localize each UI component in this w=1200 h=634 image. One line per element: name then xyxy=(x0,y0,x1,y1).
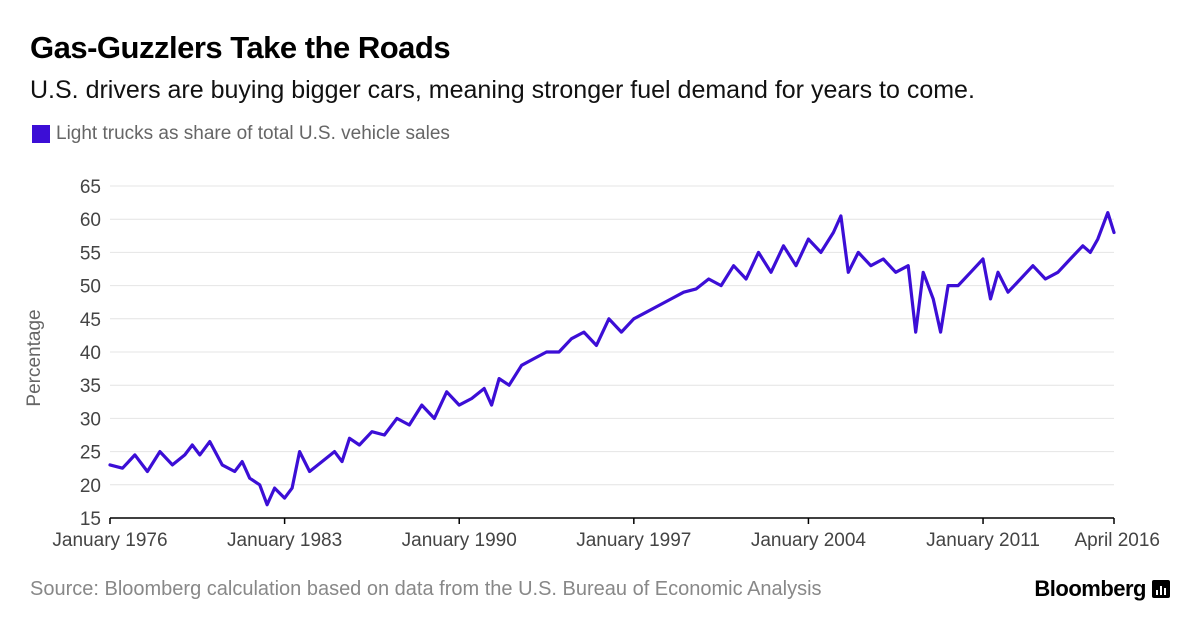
y-axis: 15 20 25 30 35 40 45 50 55 60 65 xyxy=(80,177,101,530)
series-layer xyxy=(108,211,1116,507)
legend-label: Light trucks as share of total U.S. vehi… xyxy=(56,123,450,144)
y-axis-label: Percentage xyxy=(24,309,45,406)
y-tick-label: 35 xyxy=(80,376,101,397)
y-tick-label: 15 xyxy=(80,509,101,530)
brand-name: Bloomberg xyxy=(1034,576,1146,601)
y-tick-label: 55 xyxy=(80,243,101,264)
x-axis: January 1976 January 1983 January 1990 Janu… xyxy=(52,517,1160,551)
gridlines xyxy=(110,185,1114,486)
y-tick-label: 40 xyxy=(80,343,101,364)
chart-title: Gas-Guzzlers Take the Roads xyxy=(30,30,451,65)
x-tick-label: April 2016 xyxy=(1074,530,1160,551)
series-line xyxy=(108,211,1116,507)
brand-logo: Bloomberg xyxy=(1034,576,1170,602)
y-tick-label: 60 xyxy=(80,210,101,231)
source-note: Source: Bloomberg calculation based on d… xyxy=(30,578,822,600)
y-tick-label: 20 xyxy=(80,476,101,497)
legend: Light trucks as share of total U.S. vehi… xyxy=(32,123,450,145)
y-tick-label: 45 xyxy=(80,310,101,331)
y-tick-label: 65 xyxy=(80,177,101,198)
legend-swatch xyxy=(32,125,50,143)
y-tick-label: 25 xyxy=(80,443,101,464)
x-tick-label: January 1990 xyxy=(402,530,517,551)
x-tick-label: January 2011 xyxy=(926,530,1040,551)
x-tick-label: January 1983 xyxy=(227,530,342,551)
bloomberg-logo-icon xyxy=(1152,580,1170,598)
x-tick-label: January 2004 xyxy=(751,530,867,551)
chart-subtitle: U.S. drivers are buying bigger cars, mea… xyxy=(30,76,975,104)
x-tick-label: January 1997 xyxy=(576,530,691,551)
x-tick-label: January 1976 xyxy=(52,530,167,551)
y-tick-label: 30 xyxy=(80,409,101,430)
y-tick-label: 50 xyxy=(80,277,101,298)
